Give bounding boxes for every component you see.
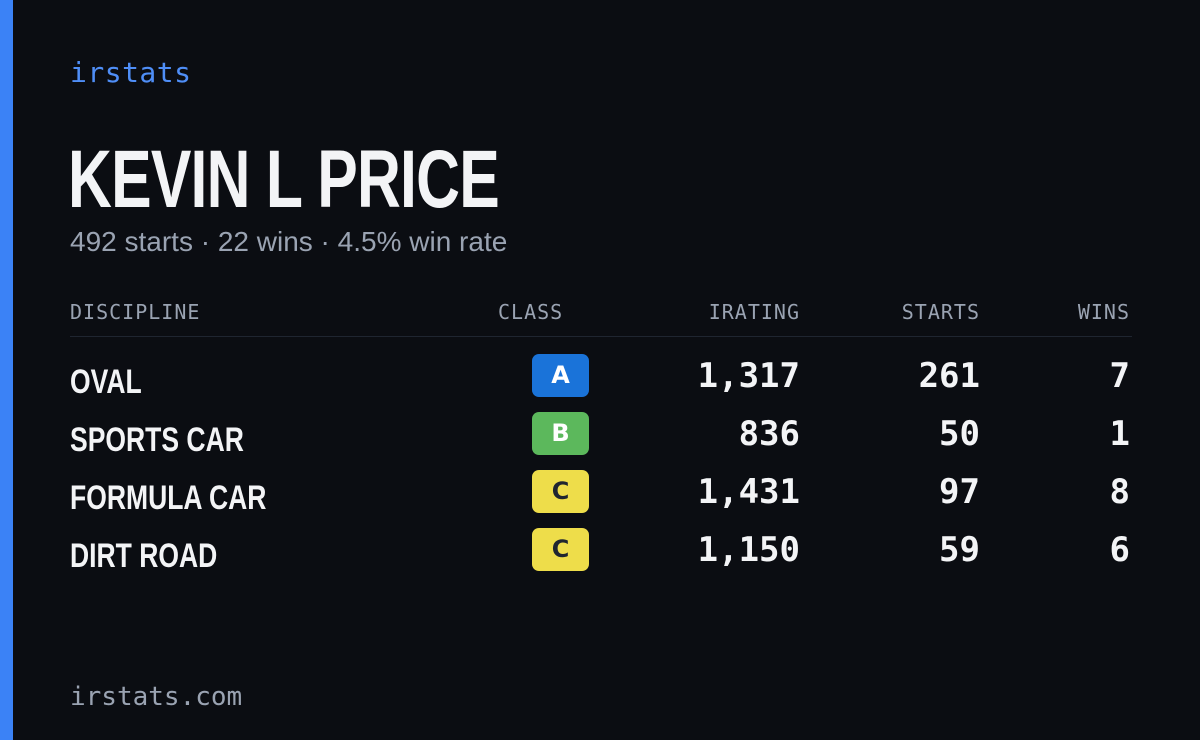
class-badge: C xyxy=(532,470,589,513)
table-row: OVAL A 1,317 261 7 xyxy=(70,354,1132,412)
wins-value: 6 xyxy=(1109,530,1130,570)
class-badge: B xyxy=(532,412,589,455)
accent-bar xyxy=(0,0,13,740)
table-row: SPORTS CAR B 836 50 1 xyxy=(70,412,1132,470)
header-wins: WINS xyxy=(1077,300,1130,324)
irating-value: 1,150 xyxy=(697,530,800,570)
table-body: OVAL A 1,317 261 7 SPORTS CAR B 836 50 1… xyxy=(70,354,1132,586)
wins-value: 8 xyxy=(1109,472,1130,512)
brand-name: irstats xyxy=(70,56,192,89)
starts-value: 261 xyxy=(918,356,980,396)
class-badge: C xyxy=(532,528,589,571)
header-class: CLASS xyxy=(498,300,564,324)
table-row: FORMULA CAR C 1,431 97 8 xyxy=(70,470,1132,528)
driver-name: KEVIN L PRICE xyxy=(68,134,500,225)
wins-value: 7 xyxy=(1109,356,1130,396)
class-badge: A xyxy=(532,354,589,397)
header-discipline: DISCIPLINE xyxy=(70,300,201,324)
starts-value: 59 xyxy=(939,530,980,570)
discipline-name: FORMULA CAR xyxy=(70,479,267,517)
header-starts: STARTS xyxy=(901,300,980,324)
starts-value: 50 xyxy=(939,414,980,454)
irating-value: 1,317 xyxy=(697,356,800,396)
discipline-name: SPORTS CAR xyxy=(70,421,244,459)
table-row: DIRT ROAD C 1,150 59 6 xyxy=(70,528,1132,586)
footer-url: irstats.com xyxy=(70,682,243,712)
discipline-name: DIRT ROAD xyxy=(70,537,218,575)
starts-value: 97 xyxy=(939,472,980,512)
discipline-name: OVAL xyxy=(70,363,142,401)
driver-summary: 492 starts · 22 wins · 4.5% win rate xyxy=(70,226,508,257)
irating-value: 1,431 xyxy=(697,472,800,512)
header-irating: IRATING xyxy=(708,300,800,324)
irating-value: 836 xyxy=(738,414,800,454)
wins-value: 1 xyxy=(1109,414,1130,454)
table-header: DISCIPLINE CLASS IRATING STARTS WINS xyxy=(70,296,1132,337)
stats-table: DISCIPLINE CLASS IRATING STARTS WINS OVA… xyxy=(70,296,1132,586)
